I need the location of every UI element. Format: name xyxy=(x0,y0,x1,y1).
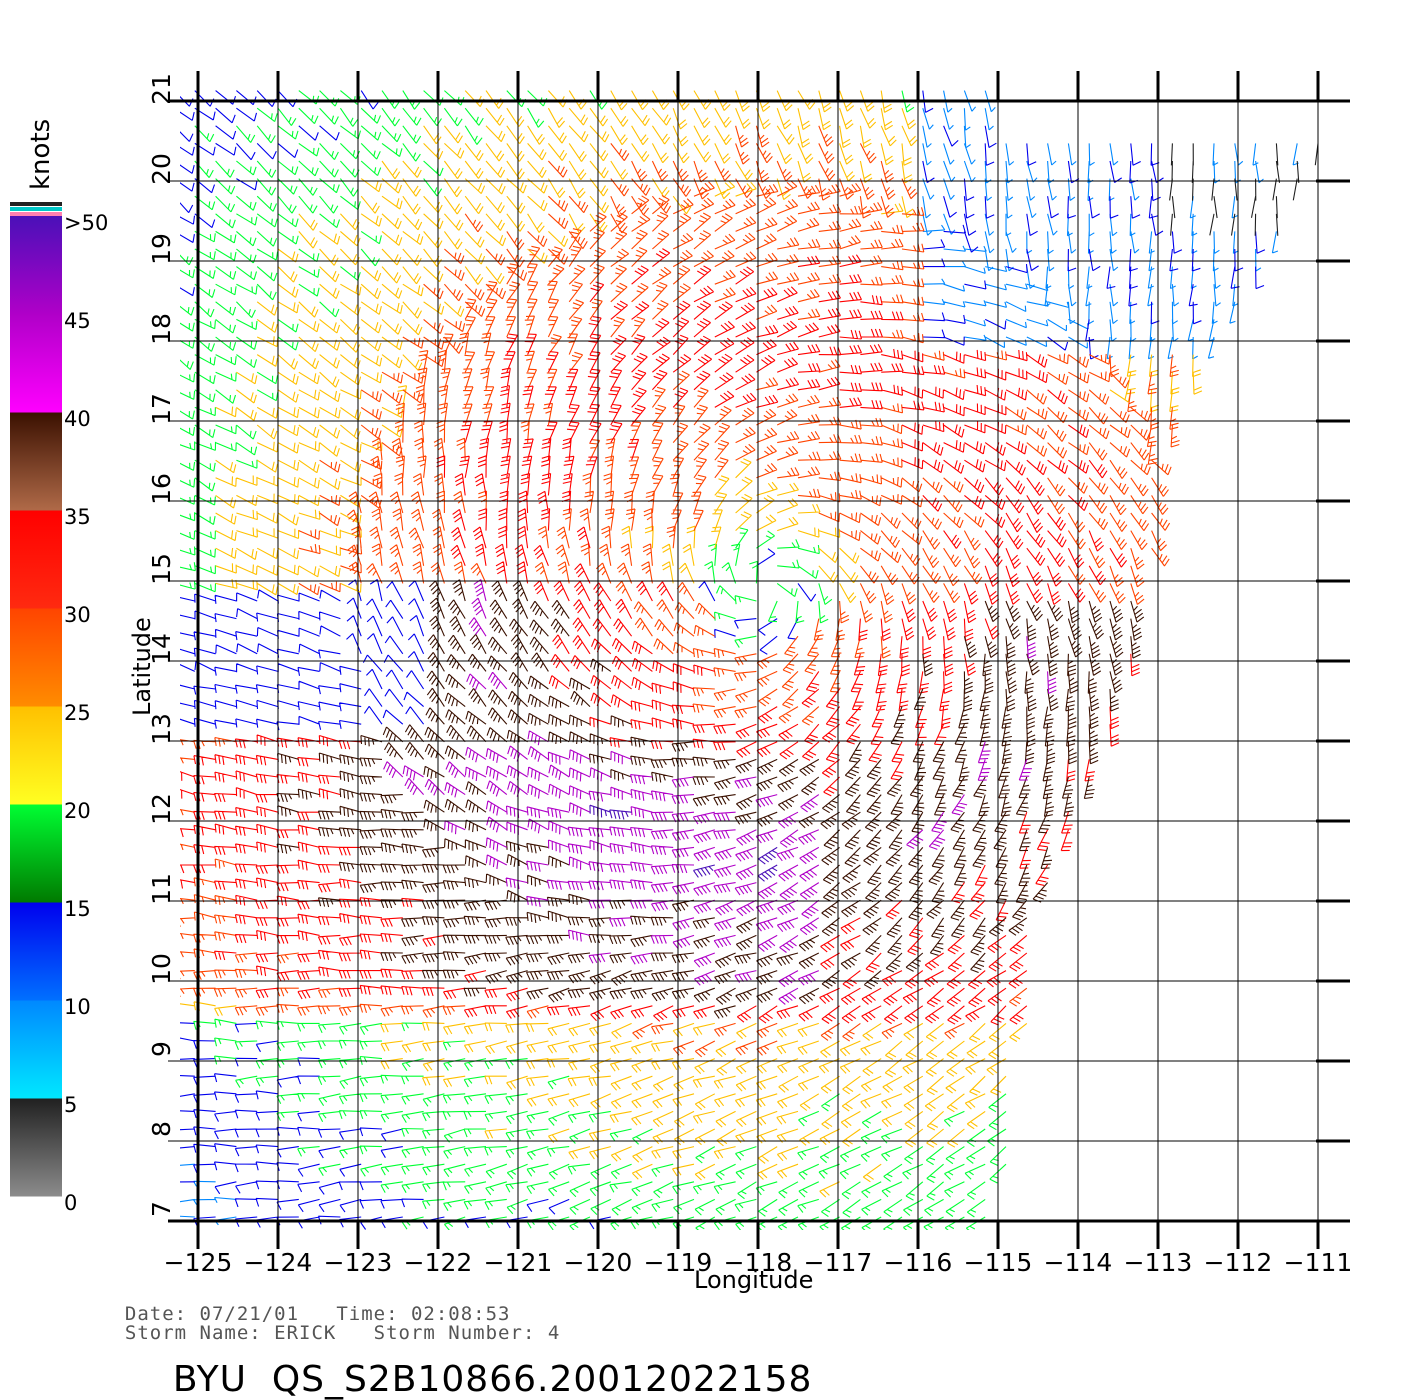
lat-tick-label: 14 xyxy=(147,633,176,665)
date-time-line: Date: 07/21/01 Time: 02:08:53 xyxy=(124,1303,511,1325)
lon-tick-label: −118 xyxy=(724,1248,793,1277)
legend-band xyxy=(10,314,62,413)
legend-label: 35 xyxy=(64,505,91,529)
product-id: BYU QS_S2B10866.20012022158 xyxy=(172,1359,813,1400)
lon-tick-label: −115 xyxy=(964,1248,1033,1277)
wind-barb-group xyxy=(180,90,1266,1230)
legend-label: 45 xyxy=(64,309,91,333)
legend-cap-line xyxy=(10,212,62,216)
lon-tick-label: −123 xyxy=(324,1248,393,1277)
legend-label: >50 xyxy=(64,211,108,235)
wind-barb-group xyxy=(180,125,1180,1058)
legend-band xyxy=(10,804,62,903)
legend-label: 20 xyxy=(64,799,91,823)
y-axis-title: Latitude xyxy=(128,617,156,716)
wind-barb-group xyxy=(180,90,1203,1198)
legend-band xyxy=(10,706,62,805)
legend-band xyxy=(10,510,62,609)
wind-barb-group xyxy=(589,804,778,882)
wind-speed-color-bar: >50 45 40 35 30 25 20 15 10 5 0 xyxy=(10,202,108,1215)
lon-tick-label: −113 xyxy=(1124,1248,1193,1277)
lat-tick-label: 7 xyxy=(147,1201,176,1217)
lat-tick-label: 13 xyxy=(147,713,176,745)
lon-tick-label: −125 xyxy=(164,1248,233,1277)
lat-tick-label: 15 xyxy=(147,553,176,585)
lon-tick-label: −124 xyxy=(244,1248,313,1277)
lon-tick-label: −120 xyxy=(564,1248,633,1277)
lat-tick-label: 20 xyxy=(147,153,176,185)
legend-label: 40 xyxy=(64,407,91,431)
lat-tick-label: 8 xyxy=(147,1121,176,1137)
legend-cap-line xyxy=(10,202,62,206)
legend-label: 15 xyxy=(64,897,91,921)
legend-cap-line xyxy=(10,207,62,211)
lon-tick-label: −111 xyxy=(1284,1248,1353,1277)
wind-barb-group xyxy=(180,248,1140,1026)
legend-band xyxy=(10,608,62,707)
wind-barb-group xyxy=(276,579,1145,1019)
legend-band xyxy=(10,1098,62,1197)
lat-tick-label: 19 xyxy=(147,233,176,265)
storm-name-line: Storm Name: ERICK Storm Number: 4 xyxy=(124,1322,561,1344)
axis-tick-labels: −125 −124 −123 −122 −121 −120 −119 −118 −117 −116… xyxy=(147,73,1352,1277)
wind-barbs xyxy=(180,90,1319,1230)
lat-tick-label: 18 xyxy=(147,313,176,345)
lat-tick-label: 21 xyxy=(147,73,176,105)
lon-tick-label: −116 xyxy=(884,1248,953,1277)
legend-band xyxy=(10,216,62,315)
lon-tick-label: −119 xyxy=(644,1248,713,1277)
legend-band xyxy=(10,412,62,511)
legend-label: 0 xyxy=(64,1191,77,1215)
legend-band xyxy=(10,902,62,1001)
legend-units-label: knots xyxy=(26,118,56,190)
lon-tick-label: −117 xyxy=(804,1248,873,1277)
legend-label: 5 xyxy=(64,1093,77,1117)
legend-band xyxy=(10,1000,62,1099)
lon-tick-label: −122 xyxy=(404,1248,473,1277)
legend-label: 10 xyxy=(64,995,91,1019)
x-axis-title: Longitude xyxy=(694,1266,814,1294)
lat-tick-label: 12 xyxy=(147,793,176,825)
wind-barb-group xyxy=(383,579,1057,1005)
legend-label: 30 xyxy=(64,603,91,627)
lat-tick-label: 9 xyxy=(147,1041,176,1057)
lat-tick-label: 10 xyxy=(147,953,176,985)
lat-lon-grid xyxy=(168,71,1350,1249)
lat-tick-label: 16 xyxy=(147,473,176,505)
lon-tick-label: −114 xyxy=(1044,1248,1113,1277)
lat-tick-label: 17 xyxy=(147,393,176,425)
lat-tick-label: 11 xyxy=(147,873,176,905)
lon-tick-label: −121 xyxy=(484,1248,553,1277)
wind-barb-group xyxy=(1169,143,1319,236)
lon-tick-label: −112 xyxy=(1204,1248,1273,1277)
legend-label: 25 xyxy=(64,701,91,725)
